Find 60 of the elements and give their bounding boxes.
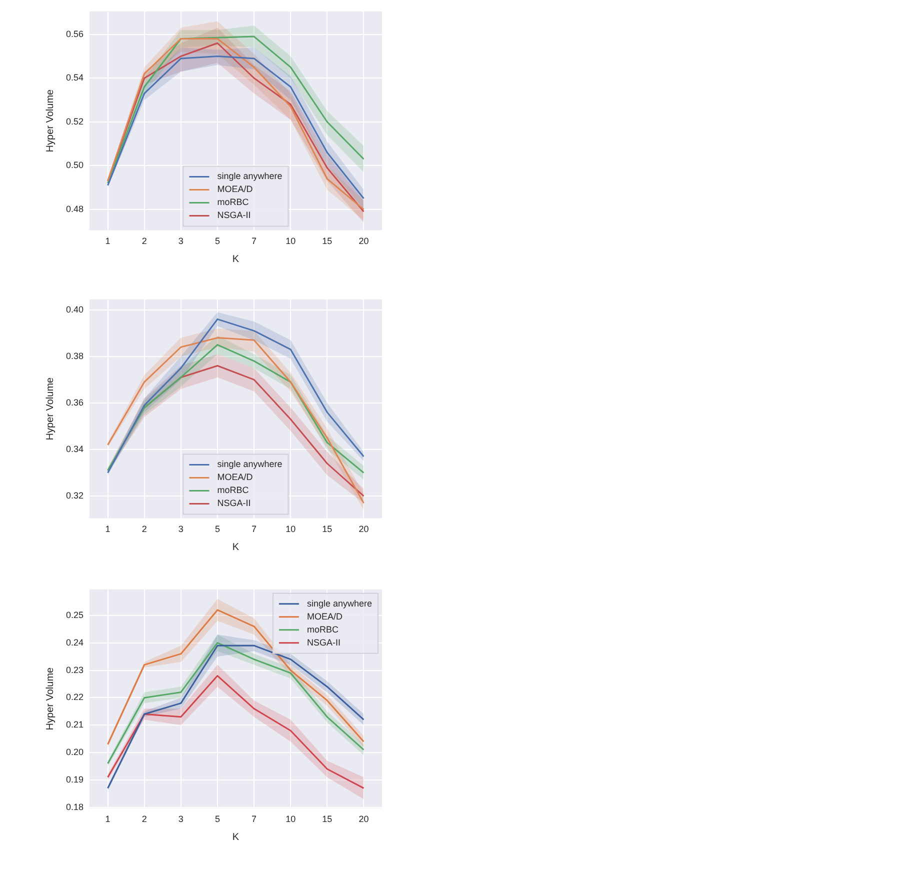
- x-axis-title: K: [232, 254, 240, 265]
- x-tick-label: 15: [322, 236, 332, 246]
- x-axis-title: K: [232, 832, 240, 843]
- y-axis-title: Hyper Volume: [44, 88, 56, 152]
- y-tick-label: 0.56: [66, 28, 84, 39]
- x-tick-label: 20: [358, 236, 369, 246]
- x-tick-label: 7: [252, 236, 257, 246]
- x-tick-label: 1: [105, 236, 110, 246]
- x-tick-label: 5: [214, 524, 220, 534]
- x-tick-label: 5: [214, 236, 220, 246]
- x-tick-label: 3: [178, 236, 184, 246]
- legend-label: single anywhere: [217, 459, 282, 470]
- y-tick-label: 0.36: [66, 397, 84, 408]
- y-tick-label: 0.38: [66, 350, 84, 361]
- x-tick-label: 5: [214, 814, 220, 824]
- legend-label: MOEA/D: [217, 472, 254, 482]
- legend-label: single anywhere: [306, 598, 372, 608]
- y-tick-label: 0.40: [66, 304, 84, 314]
- legend-label: NSGA-II: [306, 637, 340, 648]
- y-axis-title: Hyper Volume: [44, 376, 56, 440]
- x-tick-label: 10: [286, 236, 296, 246]
- legend-label: NSGA-II: [217, 210, 251, 220]
- legend-label: NSGA-II: [217, 498, 251, 508]
- y-axis-title: Hyper Volume: [44, 666, 56, 730]
- x-tick-label: 15: [322, 524, 332, 534]
- y-tick-label: 0.34: [66, 444, 84, 454]
- x-tick-label: 10: [286, 814, 296, 824]
- x-tick-label: 10: [286, 524, 296, 534]
- x-tick-label: 20: [358, 814, 369, 824]
- y-tick-label: 0.23: [66, 664, 84, 675]
- y-tick-label: 0.48: [66, 204, 84, 214]
- x-axis-title: K: [232, 542, 240, 553]
- y-tick-label: 0.52: [66, 116, 84, 126]
- y-tick-label: 0.19: [66, 774, 84, 784]
- legend-label: moRBC: [306, 624, 339, 634]
- y-tick-label: 0.18: [66, 802, 84, 812]
- x-tick-label: 2: [142, 236, 147, 246]
- legend-label: MOEA/D: [306, 611, 343, 622]
- x-tick-label: 3: [178, 524, 184, 534]
- x-tick-label: 7: [252, 814, 257, 824]
- y-tick-label: 0.22: [66, 692, 84, 702]
- legend-label: single anywhere: [217, 171, 282, 182]
- x-tick-label: 15: [322, 814, 332, 824]
- y-tick-label: 0.32: [66, 490, 84, 501]
- x-tick-label: 2: [142, 524, 147, 534]
- x-tick-label: 20: [358, 524, 369, 534]
- legend-label: MOEA/D: [217, 184, 254, 194]
- y-tick-label: 0.24: [66, 637, 84, 648]
- legend-label: moRBC: [217, 485, 250, 496]
- x-tick-label: 1: [105, 524, 110, 534]
- x-tick-label: 1: [105, 814, 110, 824]
- x-tick-label: 2: [142, 814, 147, 824]
- x-tick-label: 3: [178, 814, 184, 824]
- x-tick-label: 7: [252, 524, 257, 534]
- y-tick-label: 0.50: [66, 160, 84, 170]
- legend-label: moRBC: [217, 197, 250, 208]
- y-tick-label: 0.25: [66, 610, 84, 620]
- y-tick-label: 0.20: [66, 747, 84, 758]
- y-tick-label: 0.54: [66, 72, 84, 83]
- y-tick-label: 0.21: [66, 720, 84, 730]
